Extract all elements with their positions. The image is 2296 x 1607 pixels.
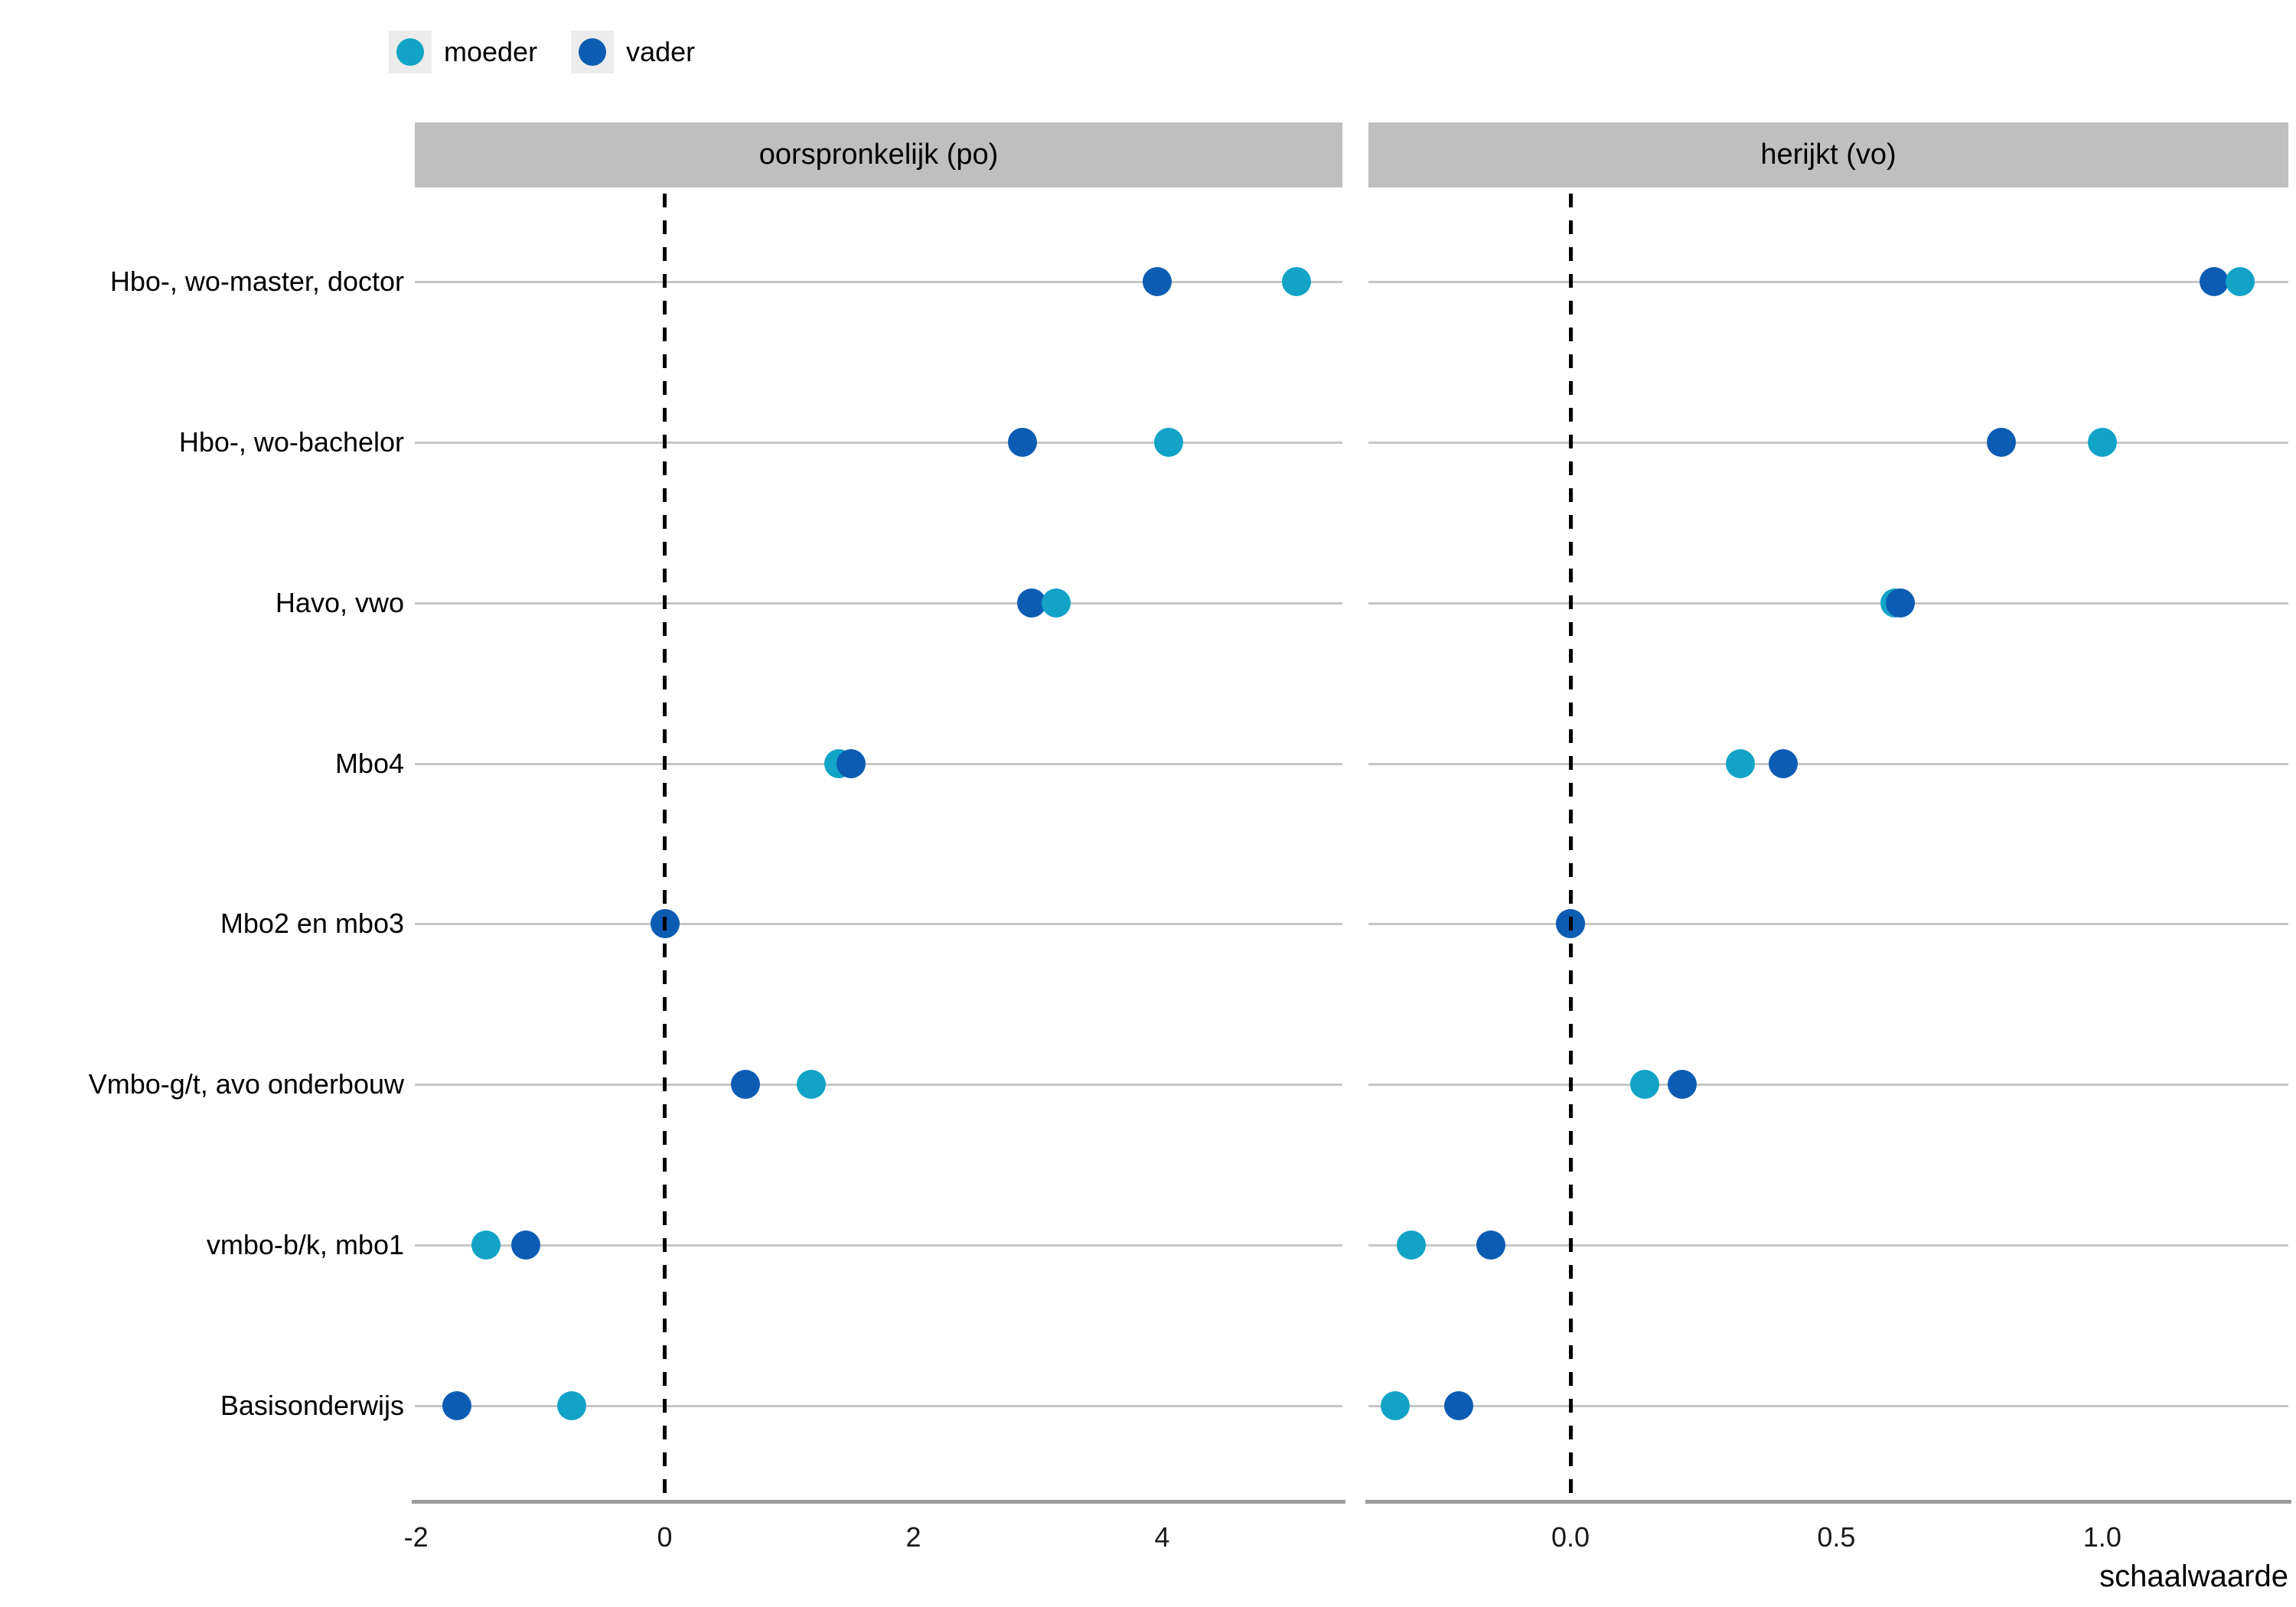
data-point-moeder [1042, 588, 1071, 618]
data-point-vader [1986, 427, 2016, 457]
data-point-vader [731, 1070, 761, 1100]
data-point-vader [1008, 427, 1038, 457]
data-point-moeder [556, 1390, 586, 1420]
data-point-vader [510, 1231, 540, 1260]
data-point-vader [837, 748, 866, 778]
x-axis-line-vo [1365, 1500, 2291, 1504]
x-tick-label: 0.0 [1551, 1521, 1590, 1553]
data-point-vader [1142, 267, 1172, 296]
gridline [415, 601, 1342, 605]
data-point-vader [1476, 1231, 1505, 1260]
gridline [415, 762, 1342, 765]
gridline [1368, 441, 2288, 444]
data-point-vader [1885, 588, 1915, 618]
y-axis-label: Vmbo-g/t, avo onderbouw [88, 1068, 404, 1100]
legend-label-vader: vader [626, 36, 696, 67]
data-point-moeder [1380, 1390, 1410, 1420]
moeder-dot-icon [396, 38, 424, 66]
data-point-vader [2199, 267, 2229, 296]
gridline [415, 1244, 1342, 1247]
legend: moeder vader [389, 31, 729, 73]
data-point-moeder [1726, 748, 1756, 778]
gridline [415, 1084, 1342, 1087]
y-axis-label: Basisonderwijs [220, 1389, 404, 1421]
gridline [1368, 1404, 2288, 1407]
zero-reference-line [1568, 194, 1573, 1501]
x-tick-label: 0.5 [1817, 1521, 1856, 1553]
y-axis-label: Havo, vwo [275, 586, 404, 618]
gridline [415, 923, 1342, 926]
gridline [1368, 923, 2288, 926]
legend-label-moeder: moeder [444, 36, 538, 67]
data-point-moeder [1153, 427, 1183, 457]
data-point-moeder [1281, 267, 1311, 296]
y-axis-label: Mbo4 [334, 747, 404, 779]
facet-strip-po: oorspronkelijk (po) [415, 122, 1342, 187]
y-axis-label: vmbo-b/k, mbo1 [206, 1229, 404, 1261]
gridline [1368, 1244, 2288, 1247]
x-axis-line-po [412, 1500, 1345, 1504]
data-point-moeder [2226, 267, 2255, 296]
gridline [1368, 601, 2288, 605]
x-tick-label: 2 [905, 1521, 921, 1553]
data-point-vader [442, 1390, 472, 1420]
data-point-moeder [1630, 1070, 1660, 1100]
x-tick-label: 1.0 [2082, 1521, 2122, 1553]
gridline [415, 1404, 1342, 1407]
zero-reference-line [663, 194, 667, 1501]
gridline [1368, 762, 2288, 765]
plot-panel-po [415, 187, 1342, 1501]
x-tick-label: 0 [657, 1521, 673, 1553]
legend-key-moeder [389, 31, 432, 73]
x-tick-label: -2 [403, 1521, 429, 1553]
data-point-moeder [1396, 1231, 1426, 1260]
x-axis-title: schaalwaarde [2099, 1560, 2288, 1593]
data-point-moeder [2087, 427, 2117, 457]
data-point-vader [1667, 1070, 1697, 1100]
vader-dot-icon [579, 38, 607, 66]
gridline [415, 281, 1342, 283]
legend-key-vader [571, 31, 615, 73]
facet-strip-vo: herijkt (vo) [1368, 122, 2288, 187]
data-point-vader [1016, 588, 1046, 618]
y-axis-label: Hbo-, wo-master, doctor [109, 266, 404, 297]
x-tick-label: 4 [1154, 1521, 1170, 1553]
data-point-moeder [471, 1231, 501, 1260]
gridline [1368, 1084, 2288, 1087]
gridline [1368, 281, 2288, 283]
data-point-moeder [797, 1070, 827, 1100]
data-point-vader [1444, 1390, 1474, 1420]
data-point-vader [1768, 748, 1798, 778]
plot-panel-vo [1368, 187, 2288, 1501]
gridline [415, 441, 1342, 444]
y-axis-label: Mbo2 en mbo3 [220, 908, 404, 940]
y-axis-label: Hbo-, wo-bachelor [178, 425, 404, 458]
